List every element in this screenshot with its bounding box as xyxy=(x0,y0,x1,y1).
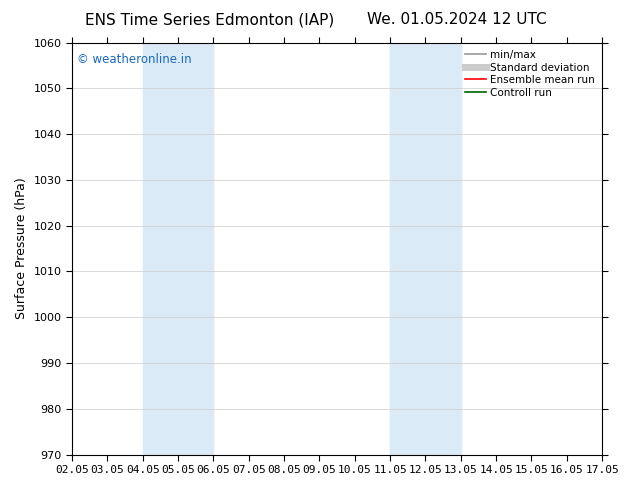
Text: ENS Time Series Edmonton (IAP): ENS Time Series Edmonton (IAP) xyxy=(84,12,334,27)
Legend: min/max, Standard deviation, Ensemble mean run, Controll run: min/max, Standard deviation, Ensemble me… xyxy=(463,48,597,100)
Bar xyxy=(143,43,214,455)
Text: We. 01.05.2024 12 UTC: We. 01.05.2024 12 UTC xyxy=(366,12,547,27)
Y-axis label: Surface Pressure (hPa): Surface Pressure (hPa) xyxy=(15,178,28,319)
Text: © weatheronline.in: © weatheronline.in xyxy=(77,53,192,66)
Bar xyxy=(390,43,461,455)
